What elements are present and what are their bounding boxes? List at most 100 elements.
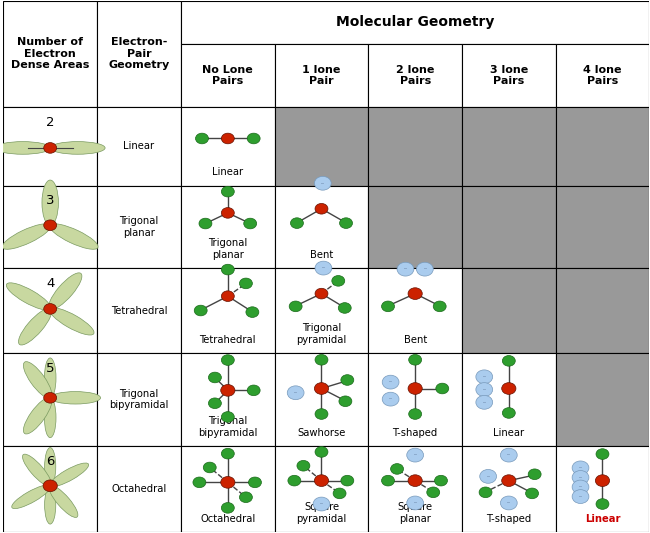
Bar bbox=[369, 44, 462, 107]
Circle shape bbox=[407, 496, 424, 510]
Text: Trigonal
bipyramidal: Trigonal bipyramidal bbox=[198, 416, 257, 438]
Circle shape bbox=[246, 307, 259, 318]
Text: 4 lone
Pairs: 4 lone Pairs bbox=[583, 65, 621, 86]
Circle shape bbox=[596, 449, 609, 459]
Text: 4: 4 bbox=[46, 277, 55, 289]
Circle shape bbox=[338, 303, 351, 313]
Ellipse shape bbox=[42, 180, 58, 225]
Text: ··: ·· bbox=[322, 265, 326, 271]
Circle shape bbox=[596, 499, 609, 510]
Circle shape bbox=[409, 354, 422, 365]
Bar bbox=[462, 185, 556, 268]
Circle shape bbox=[480, 470, 497, 483]
Circle shape bbox=[194, 305, 207, 316]
Circle shape bbox=[222, 411, 234, 422]
Bar bbox=[275, 44, 369, 107]
Bar bbox=[556, 107, 649, 185]
Bar bbox=[369, 446, 462, 532]
Bar bbox=[3, 1, 97, 107]
Ellipse shape bbox=[49, 486, 78, 518]
Text: 5: 5 bbox=[46, 362, 55, 375]
Circle shape bbox=[221, 477, 235, 488]
Circle shape bbox=[222, 133, 234, 144]
Text: Trigonal
planar: Trigonal planar bbox=[208, 238, 248, 260]
Text: ··: ·· bbox=[578, 475, 582, 480]
Circle shape bbox=[291, 218, 304, 229]
Ellipse shape bbox=[44, 398, 56, 438]
Circle shape bbox=[313, 497, 330, 511]
Circle shape bbox=[239, 492, 252, 503]
Text: Octahedral: Octahedral bbox=[200, 514, 255, 524]
Bar bbox=[369, 268, 462, 353]
Text: ··: ·· bbox=[578, 484, 582, 489]
Circle shape bbox=[315, 383, 329, 394]
Text: Octahedral: Octahedral bbox=[111, 484, 166, 494]
Text: ··: ·· bbox=[321, 181, 325, 185]
Text: Number of
Electron
Dense Areas: Number of Electron Dense Areas bbox=[11, 37, 90, 70]
Circle shape bbox=[408, 383, 422, 394]
Text: 1 lone
Pair: 1 lone Pair bbox=[302, 65, 341, 86]
Bar bbox=[369, 185, 462, 268]
Text: ··: ·· bbox=[413, 453, 417, 458]
Circle shape bbox=[315, 288, 328, 299]
Bar bbox=[275, 107, 369, 185]
Text: Tetrahedral: Tetrahedral bbox=[111, 305, 167, 316]
Bar bbox=[3, 185, 97, 268]
Circle shape bbox=[222, 355, 234, 366]
Text: ··: ·· bbox=[482, 400, 486, 405]
Circle shape bbox=[526, 488, 539, 499]
Circle shape bbox=[417, 262, 434, 276]
Text: ··: ·· bbox=[486, 474, 490, 479]
Bar bbox=[181, 446, 275, 532]
Bar bbox=[462, 446, 556, 532]
Text: ··: ·· bbox=[578, 465, 582, 471]
Text: 6: 6 bbox=[46, 455, 55, 467]
Bar bbox=[181, 44, 275, 107]
Bar bbox=[3, 353, 97, 446]
Circle shape bbox=[247, 385, 260, 395]
Circle shape bbox=[382, 392, 399, 406]
Text: 2: 2 bbox=[46, 116, 55, 128]
Bar bbox=[3, 107, 97, 185]
Ellipse shape bbox=[12, 485, 51, 508]
Text: Bent: Bent bbox=[404, 335, 427, 345]
Circle shape bbox=[434, 301, 446, 312]
Text: 3: 3 bbox=[46, 194, 55, 207]
Circle shape bbox=[193, 477, 206, 488]
Bar bbox=[181, 353, 275, 446]
Circle shape bbox=[222, 207, 234, 218]
Circle shape bbox=[572, 490, 589, 504]
Circle shape bbox=[287, 386, 304, 400]
Ellipse shape bbox=[45, 486, 56, 524]
Circle shape bbox=[476, 395, 493, 409]
Bar bbox=[3, 446, 97, 532]
Circle shape bbox=[502, 383, 516, 394]
Circle shape bbox=[44, 220, 57, 231]
Circle shape bbox=[408, 475, 422, 487]
Text: 2 lone
Pairs: 2 lone Pairs bbox=[396, 65, 434, 86]
Circle shape bbox=[43, 480, 57, 491]
Ellipse shape bbox=[23, 454, 51, 486]
Circle shape bbox=[436, 383, 448, 394]
Circle shape bbox=[500, 448, 517, 462]
Text: Linear: Linear bbox=[213, 167, 243, 177]
Circle shape bbox=[341, 375, 354, 385]
Text: Sawhorse: Sawhorse bbox=[297, 427, 346, 438]
Circle shape bbox=[222, 187, 234, 197]
Ellipse shape bbox=[23, 398, 52, 434]
Text: ··: ·· bbox=[507, 453, 511, 458]
Ellipse shape bbox=[50, 392, 101, 404]
Text: Square
pyramidal: Square pyramidal bbox=[296, 502, 346, 524]
Bar bbox=[3, 268, 97, 353]
Ellipse shape bbox=[3, 224, 51, 249]
Bar bbox=[181, 268, 275, 353]
Circle shape bbox=[315, 475, 329, 487]
Circle shape bbox=[44, 304, 57, 314]
Circle shape bbox=[528, 469, 541, 480]
Bar bbox=[556, 44, 649, 107]
Text: ··: ·· bbox=[320, 502, 324, 506]
Ellipse shape bbox=[49, 308, 94, 335]
Text: ··: ·· bbox=[423, 266, 427, 272]
Circle shape bbox=[209, 372, 222, 383]
Circle shape bbox=[572, 461, 589, 475]
